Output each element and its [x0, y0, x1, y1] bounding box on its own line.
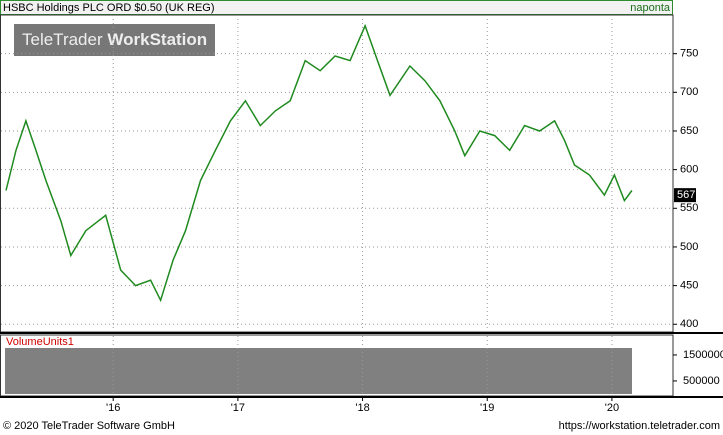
y-tick-label: 500 [680, 241, 698, 253]
y-tick-label: 450 [680, 280, 698, 292]
x-tick-label: '17 [231, 402, 245, 414]
watermark-box [14, 24, 215, 56]
volume-label: VolumeUnits1 [6, 336, 74, 348]
watermark-brand: TeleTrader [22, 30, 103, 49]
volume-tick-label: 500000 [683, 375, 720, 387]
volume-tick-label: 1500000 [683, 349, 723, 361]
y-tick-label: 550 [680, 202, 698, 214]
y-tick-label: 750 [680, 48, 698, 60]
interval: naponta [630, 2, 671, 14]
plot: 400 450 500 550 600 650 700 750 '16 '17 '18 '19 '20 5… [1, 15, 723, 414]
last-value-label: 567 [677, 189, 695, 201]
volume-area [5, 348, 632, 394]
source-url: https://workstation.teletrader.com [559, 420, 720, 432]
y-tick-label: 650 [680, 125, 698, 137]
watermark: TeleTrader WorkStation [22, 30, 207, 49]
x-tick-label: '19 [480, 402, 494, 414]
x-tick-label: '16 [106, 402, 120, 414]
y-tick-label: 600 [680, 164, 698, 176]
copyright: © 2020 TeleTrader Software GmbH [3, 420, 175, 432]
x-tick-label: '20 [605, 402, 619, 414]
x-tick-label: '18 [355, 402, 369, 414]
last-value-box [674, 188, 696, 203]
y-tick-label: 700 [680, 86, 698, 98]
price-line [5, 23, 633, 303]
instrument-title: HSBC Holdings PLC ORD $0.50 (UK REG) [3, 2, 215, 14]
y-tick-label: 400 [680, 318, 698, 330]
watermark-product: WorkStation [107, 30, 207, 49]
